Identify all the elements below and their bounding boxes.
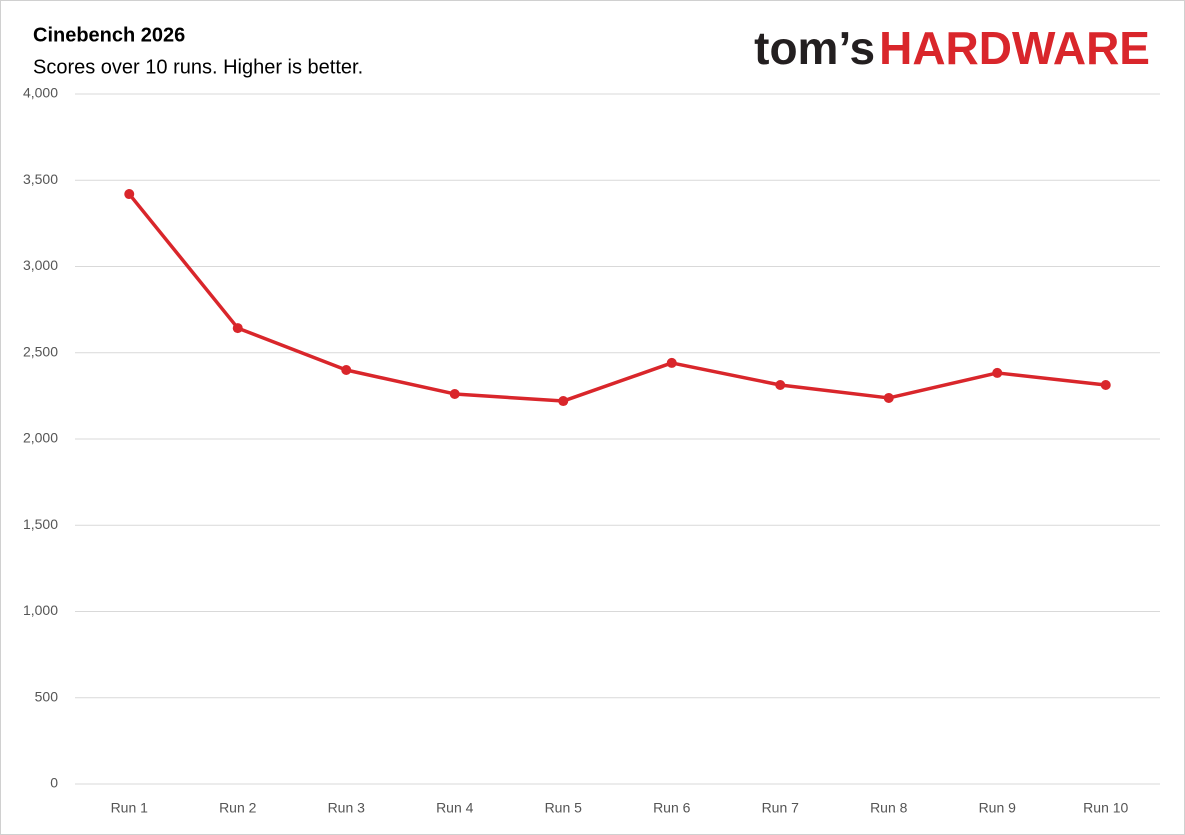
chart-title: Cinebench 2026: [33, 24, 185, 46]
data-point: [558, 396, 569, 407]
data-point: [775, 380, 786, 391]
x-tick-label: Run 9: [979, 800, 1017, 816]
data-point: [883, 392, 894, 403]
y-tick-label: 4,000: [23, 85, 58, 101]
x-tick-label: Run 10: [1083, 800, 1128, 816]
y-tick-label: 500: [35, 688, 59, 704]
brand-name: HARDWARE: [879, 22, 1150, 74]
y-tick-label: 3,000: [23, 257, 58, 273]
brand-logo: tom’sHARDWARE: [754, 22, 1150, 74]
x-tick-label: Run 1: [111, 800, 149, 816]
x-tick-label: Run 4: [436, 800, 474, 816]
y-tick-label: 2,000: [23, 430, 58, 446]
chart-subtitle: Scores over 10 runs. Higher is better.: [33, 56, 363, 78]
y-tick-label: 1,000: [23, 602, 58, 618]
x-tick-label: Run 5: [545, 800, 583, 816]
data-point: [666, 357, 677, 368]
x-tick-label: Run 7: [762, 800, 800, 816]
data-point: [449, 388, 460, 399]
y-tick-label: 3,500: [23, 171, 58, 187]
brand-prefix: tom’s: [754, 22, 875, 74]
y-tick-label: 0: [50, 775, 58, 791]
data-point: [124, 189, 135, 200]
data-point: [1100, 380, 1111, 391]
x-tick-label: Run 8: [870, 800, 908, 816]
x-tick-label: Run 2: [219, 800, 257, 816]
series-line: [127, 192, 1106, 403]
data-point: [232, 323, 243, 334]
data-point: [341, 365, 352, 375]
x-tick-label: Run 6: [653, 800, 691, 816]
y-tick-label: 1,500: [23, 516, 58, 532]
x-tick-label: Run 3: [328, 800, 366, 816]
data-point: [992, 367, 1003, 378]
y-tick-label: 2,500: [23, 343, 58, 359]
